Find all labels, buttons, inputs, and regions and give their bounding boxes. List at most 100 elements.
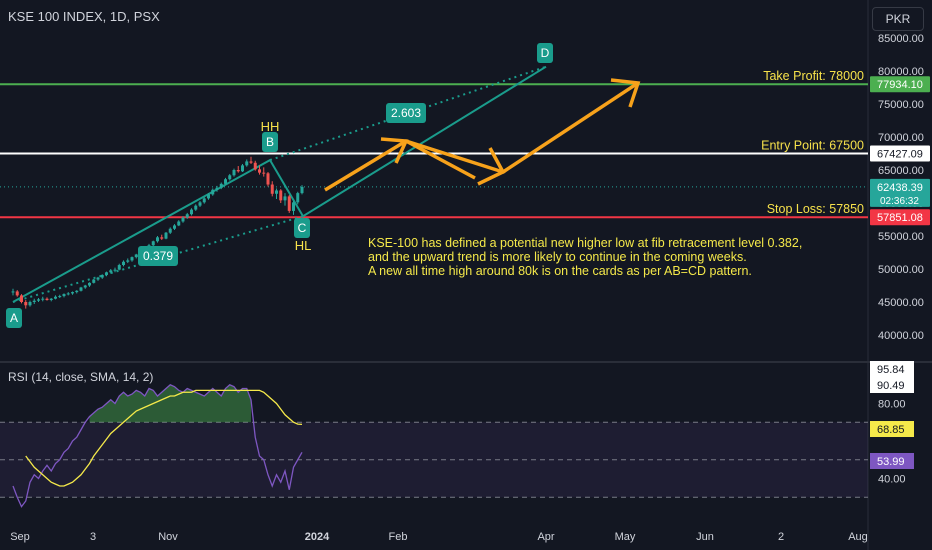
rsi-tag: 53.99: [877, 456, 905, 468]
projection-path: [324, 81, 639, 192]
candle-body: [164, 232, 168, 239]
rsi-tag-bg: [870, 421, 914, 437]
countdown-tag: 02:36:32: [880, 196, 919, 207]
candle-body: [215, 187, 219, 190]
y-tick-label: 75000.00: [878, 99, 924, 111]
current-price-tag-bg: [870, 178, 930, 207]
pattern-point-label: A: [10, 311, 18, 325]
pattern-point-label: C: [298, 221, 307, 235]
price-tag-bg: [870, 145, 930, 162]
candle-body: [58, 296, 62, 298]
price-tag-bg: [870, 76, 930, 93]
candle-body: [296, 193, 300, 203]
candle-body: [287, 196, 291, 211]
rsi-tag-bg: [870, 453, 914, 469]
rsi-tick-label: 40.00: [878, 474, 906, 486]
pattern-point-label: B: [266, 135, 274, 149]
candle-body: [88, 282, 91, 286]
candle-body: [105, 272, 108, 275]
arrow-head: [610, 78, 641, 108]
rsi-tag-bg: [870, 361, 914, 393]
candle-body: [75, 290, 79, 293]
candle-body: [83, 285, 87, 288]
fib-ratio-badge: [386, 103, 426, 123]
candle-body: [126, 260, 130, 262]
candle-body: [45, 298, 49, 301]
candle-body: [258, 169, 261, 173]
x-tick-label: 2: [778, 531, 784, 543]
candle-body: [151, 241, 155, 246]
pattern-point-badge: [294, 218, 310, 238]
y-tick-label: 80000.00: [878, 66, 924, 78]
rsi-label: RSI (14, close, SMA, 14, 2): [8, 370, 154, 384]
candle-body: [300, 186, 304, 194]
candle-body: [177, 221, 181, 226]
x-tick-label: Sep: [10, 531, 30, 543]
x-tick-label: Aug: [848, 531, 868, 543]
price-level-label: Stop Loss: 57850: [767, 202, 864, 216]
candle-body: [15, 291, 19, 296]
candle-body: [266, 173, 270, 185]
price-tag-bg: [870, 209, 930, 226]
candle-body: [194, 205, 198, 210]
candle-body: [198, 202, 202, 206]
y-tick-label: 55000.00: [878, 231, 924, 243]
x-tick-label: 3: [90, 531, 96, 543]
candle-body: [253, 162, 257, 170]
fib-ratio-badge: [138, 246, 178, 266]
current-price-tag: 62438.39: [877, 182, 923, 194]
x-tick-label: 2024: [305, 531, 330, 543]
candle-body: [122, 261, 125, 266]
price-level-label: Entry Point: 67500: [761, 139, 864, 153]
candle-body: [54, 296, 57, 299]
currency-button[interactable]: PKR: [872, 7, 924, 31]
note-line: A new all time high around 80k is on the…: [368, 264, 752, 278]
candle-body: [292, 202, 295, 211]
fib-ratio-label: 2.603: [391, 106, 421, 120]
candle-body: [211, 189, 215, 195]
rsi-tag: 90.49: [877, 380, 905, 392]
y-tick-label: 85000.00: [878, 33, 924, 45]
candle-body: [236, 170, 240, 172]
candle-body: [62, 294, 66, 297]
candle-body: [168, 228, 172, 233]
candle-body: [11, 291, 15, 293]
candle-body: [49, 298, 53, 301]
candle-body: [24, 302, 28, 306]
candle-body: [262, 172, 266, 174]
candle-body: [113, 269, 117, 271]
candle-body: [130, 257, 134, 261]
x-tick-label: Nov: [158, 531, 178, 543]
analysis-note: KSE-100 has defined a potential new high…: [368, 236, 848, 278]
candle-body: [41, 298, 45, 300]
rsi-tag: 95.84: [877, 364, 905, 376]
candle-body: [185, 214, 189, 218]
pattern-point-badge: [262, 132, 278, 152]
note-line: and the upward trend is more likely to c…: [368, 250, 747, 264]
candle-body: [20, 295, 23, 302]
candle-body: [241, 165, 244, 172]
y-tick-label: 70000.00: [878, 132, 924, 144]
candle-body: [207, 194, 210, 199]
candle-body: [28, 302, 32, 306]
price-level-label: Take Profit: 78000: [763, 69, 864, 83]
candle-body: [109, 270, 113, 273]
candle-body: [219, 183, 223, 188]
candle-body: [190, 209, 193, 215]
y-tick-label: 45000.00: [878, 297, 924, 309]
arrow-head: [477, 147, 506, 186]
price-tag: 77934.10: [877, 79, 923, 91]
price-tag: 67427.09: [877, 149, 923, 161]
price-tag: 57851.08: [877, 212, 923, 224]
x-tick-label: May: [615, 531, 636, 543]
y-tick-label: 40000.00: [878, 330, 924, 342]
candle-body: [156, 237, 159, 242]
candle-body: [245, 161, 249, 166]
candle-body: [96, 277, 100, 280]
note-line: KSE-100 has defined a potential new high…: [368, 236, 803, 250]
x-tick-label: Apr: [537, 531, 554, 543]
pattern-point-badge: [537, 43, 553, 63]
x-tick-label: Jun: [696, 531, 714, 543]
